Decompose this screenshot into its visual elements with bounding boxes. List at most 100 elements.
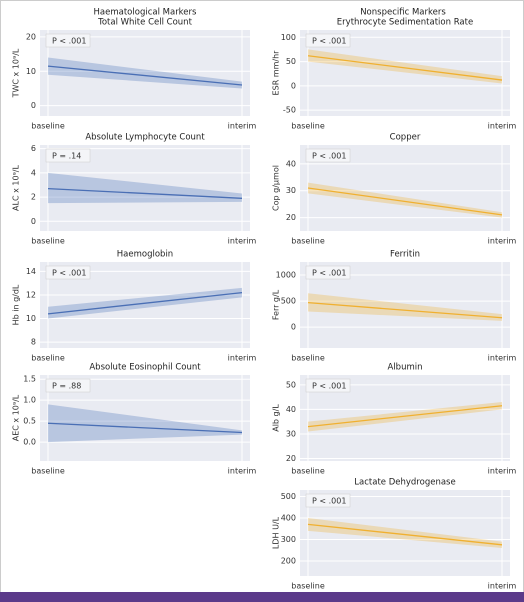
x-tick-label: baseline [291,467,325,476]
x-tick-label: baseline [31,122,65,131]
y-tick-label: 10 [26,314,36,323]
x-tick-label: baseline [31,354,65,363]
y-tick-label: 4 [31,168,36,177]
chart-title: Absolute Lymphocyte Count [85,133,205,143]
annotation-box [305,378,351,393]
annotation-box [305,33,351,48]
x-tick-label: baseline [31,237,65,246]
y-tick-label: 10 [26,67,36,76]
x-tick-label: baseline [291,237,325,246]
confidence-band [308,517,502,549]
x-tick-label: baseline [31,467,65,476]
x-tick-label: interim [488,122,517,131]
annotation-box [45,265,91,280]
y-tick-label: 0 [291,323,296,332]
chart-title: Erythrocyte Sedimentation Rate [337,18,473,28]
y-tick-label: 0.0 [23,438,36,447]
y-tick-label: 0.5 [23,417,36,426]
y-tick-label: 200 [281,556,296,565]
y-tick-label: 40 [286,159,296,168]
p-value: P < .001 [312,497,346,506]
chart-title: Albumin [388,363,423,373]
x-tick-label: interim [488,354,517,363]
column-header: Nonspecific Markers [360,8,446,18]
p-value: P < .001 [312,382,346,391]
annotation-box [45,378,91,393]
chart-title: Haemoglobin [117,250,173,260]
y-axis-label: LDH U/L [272,516,281,549]
chart-title: Ferritin [390,250,420,260]
y-axis-label: TWC x 10⁹/L [12,48,21,98]
y-axis-label: AEC x 10⁹/L [12,394,21,441]
x-tick-label: baseline [291,354,325,363]
y-axis-label: Cop g/μmol [272,165,281,211]
chart-title: Absolute Eosinophil Count [89,363,201,373]
p-value: P < .001 [52,269,86,278]
y-tick-label: 14 [26,267,36,276]
annotation-box [305,148,351,163]
x-tick-label: interim [488,237,517,246]
y-tick-label: 20 [286,213,296,222]
trend-line [307,55,503,81]
p-value: P < .001 [312,152,346,161]
trend-line [307,187,503,216]
trend-line [307,302,503,319]
y-tick-label: 20 [26,32,36,41]
y-tick-label: 20 [286,454,296,463]
chart-title: Copper [390,133,421,143]
x-tick-label: interim [228,354,257,363]
y-tick-label: 0 [291,81,296,90]
annotation-box [45,148,91,163]
y-tick-label: 50 [286,380,296,389]
y-tick-label: 400 [281,513,296,522]
y-axis-label: ALC x 10⁹/L [12,165,21,211]
footer-bar [0,592,524,602]
trend-line [47,422,243,434]
x-tick-label: baseline [291,582,325,591]
annotation-box [45,33,91,48]
trend-line [47,291,243,315]
column-header: Haematological Markers [94,8,197,18]
confidence-band [308,49,502,84]
y-tick-label: 500 [281,492,296,501]
trend-line [307,405,503,428]
p-value: P = .14 [52,152,81,161]
trend-line [307,523,503,546]
x-tick-label: interim [488,467,517,476]
y-tick-label: 1000 [276,271,296,280]
y-tick-label: 6 [31,144,36,153]
y-tick-label: 8 [31,338,36,347]
y-tick-label: 1.5 [23,375,36,384]
y-tick-label: 0 [31,101,36,110]
y-tick-label: 1.0 [23,396,36,405]
annotation-box [305,265,351,280]
annotation-box [305,493,351,508]
p-value: P < .001 [52,37,86,46]
y-axis-label: Alb g/L [272,404,281,432]
chart-title: Total White Cell Count [97,18,192,28]
confidence-band [48,404,242,443]
x-tick-label: interim [228,467,257,476]
y-tick-label: 40 [286,405,296,414]
y-tick-label: 30 [286,429,296,438]
x-tick-label: interim [228,122,257,131]
trend-line [47,65,243,86]
y-tick-label: 2 [31,193,36,202]
y-tick-label: 30 [286,186,296,195]
trend-line [47,187,243,199]
p-value: P < .001 [312,269,346,278]
y-tick-label: 50 [286,57,296,66]
y-tick-label: -50 [283,106,296,115]
y-tick-label: 300 [281,535,296,544]
x-tick-label: interim [228,237,257,246]
p-value: P < .001 [312,37,346,46]
y-axis-label: ESR mm/hr [272,50,281,96]
p-value: P = .88 [52,382,81,391]
y-tick-label: 12 [26,290,36,299]
y-axis-label: Hb in g/dL [12,284,21,325]
y-axis-label: Ferr g/L [272,289,281,320]
chart-title: Lactate Dehydrogenase [354,478,455,488]
y-tick-label: 0 [31,217,36,226]
x-tick-label: interim [488,582,517,591]
